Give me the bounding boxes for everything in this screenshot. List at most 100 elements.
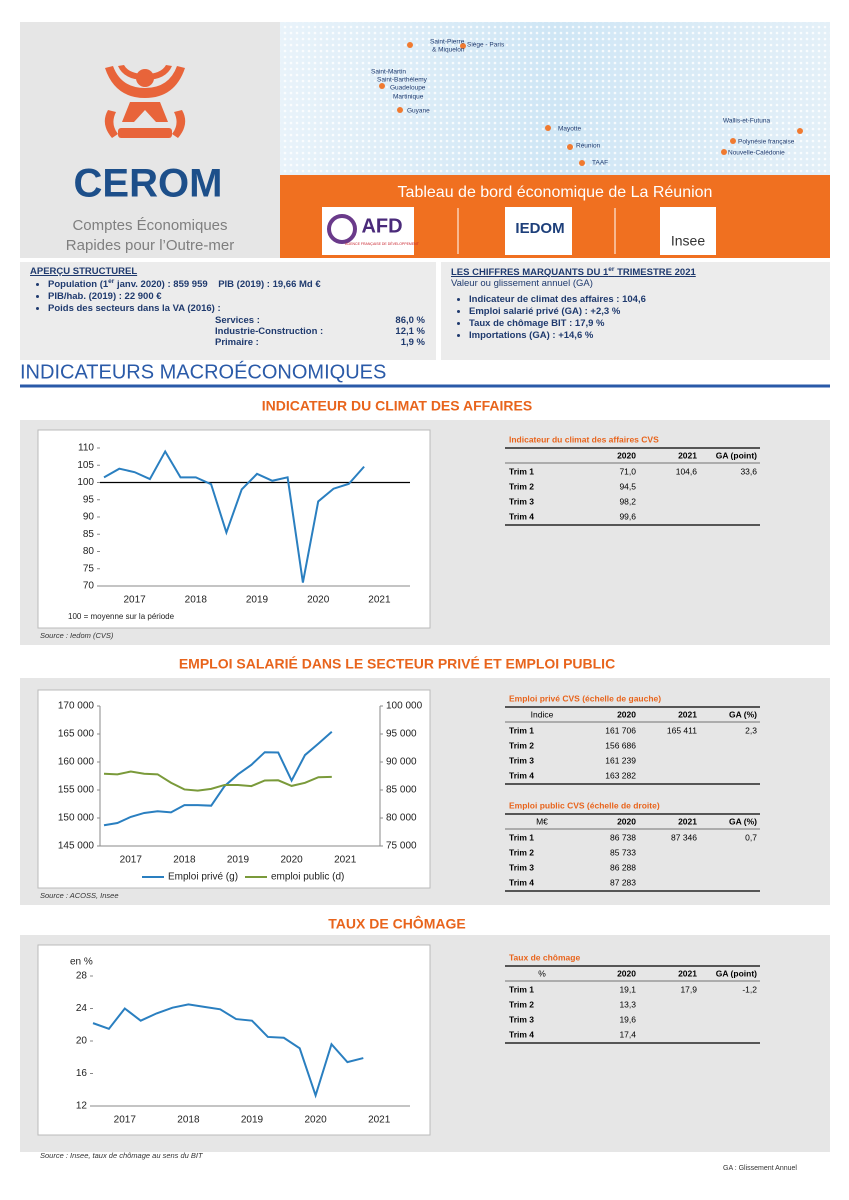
y-tick-label: 85: [83, 529, 95, 540]
logo-box: [660, 207, 716, 255]
logo-insee: Insee: [671, 233, 705, 249]
table-corner: %: [538, 968, 546, 978]
text: janv. 2020) : 859 959: [114, 279, 208, 291]
chart-title: EMPLOI SALARIÉ DANS LE SECTEUR PRIVÉ ET …: [179, 656, 615, 672]
source: Source : Insee, taux de chômage au sens …: [40, 1151, 204, 1160]
table-header: GA (%): [729, 816, 757, 826]
row-label: Trim 3: [509, 862, 534, 872]
table-cell: 2,3: [745, 725, 757, 735]
x-tick-label: 2019: [227, 855, 250, 866]
table-cell: 19,1: [619, 984, 636, 994]
table-cell: 161 706: [605, 725, 636, 735]
y-tick-label: 160 000: [58, 757, 95, 768]
table-header: 2020: [617, 816, 636, 826]
y-tick-label: 145 000: [58, 841, 95, 852]
map-label: Wallis-et-Futuna: [723, 118, 770, 125]
x-tick-label: 2020: [304, 1115, 327, 1126]
logo-box: [505, 207, 572, 255]
y-tick-label: 150 000: [58, 813, 95, 824]
chart-title: INDICATEUR DU CLIMAT DES AFFAIRES: [262, 398, 532, 414]
map-label: Guadeloupe: [390, 85, 426, 92]
sector-cell: Services :: [215, 315, 260, 327]
table-cell: 17,9: [680, 984, 697, 994]
y-tick-label: 105: [77, 460, 94, 471]
x-tick-label: 2021: [368, 595, 391, 606]
table-cell: 19,6: [619, 1014, 636, 1024]
table-header: 2021: [678, 816, 697, 826]
x-tick-label: 2017: [114, 1115, 137, 1126]
table-header: 2021: [678, 709, 697, 719]
map-label: Saint-Martin: [371, 69, 406, 76]
x-tick-label: 2017: [123, 595, 146, 606]
y-tick-label: 95: [83, 494, 95, 505]
sector-cell: 1,9 %: [400, 337, 425, 349]
y-tick-label: 90: [83, 512, 95, 523]
overview-item: PIB/hab. (2019) : 22 900 €: [48, 291, 426, 302]
x-tick-label: 2020: [280, 855, 303, 866]
map-label: Martinique: [393, 94, 424, 101]
logo-panel: [20, 22, 280, 258]
key-list: Indicateur de climat des affaires : 104,…: [451, 294, 820, 341]
sector-cell: Industrie-Construction :: [215, 326, 324, 338]
logo-sub: AGENCE FRANÇAISE DE DÉVELOPPEMENT: [345, 241, 420, 246]
map-label: Polynésie française: [738, 139, 795, 146]
table-cell: 71,0: [619, 466, 636, 476]
map-dot: [545, 125, 551, 131]
legend-label: emploi public (d): [271, 872, 344, 883]
chart-box: [37, 429, 431, 629]
y-tick-label: 165 000: [58, 729, 95, 740]
y-tick-label: 75: [83, 563, 95, 574]
afd-ring: [327, 214, 357, 244]
logo-afd: AFD: [361, 215, 402, 237]
map-dot: [797, 128, 803, 134]
y-tick-label: 20: [76, 1036, 88, 1047]
table-header: 2020: [617, 968, 636, 978]
y-tick-label: 24: [76, 1003, 88, 1014]
row-label: Trim 1: [509, 466, 534, 476]
table-cell: 85 733: [610, 847, 636, 857]
y-tick-label: 12: [76, 1101, 88, 1112]
y-tick-label: 100: [77, 477, 94, 488]
map-label: Siège - Paris: [467, 42, 505, 49]
row-label: Trim 1: [509, 725, 534, 735]
map-dot: [379, 83, 385, 89]
x-tick-label: 2020: [307, 595, 330, 606]
map-label: Saint-Barthélemy: [377, 77, 428, 84]
key-item: Taux de chômage BIT : 17,9 %: [469, 318, 820, 329]
map-dot: [567, 144, 573, 150]
table-header: GA (point): [716, 450, 757, 460]
row-label: Trim 4: [509, 511, 534, 521]
y-tick-label: 80: [83, 546, 95, 557]
row-label: Trim 3: [509, 1014, 534, 1024]
table-cell: 13,3: [619, 999, 636, 1009]
map-label: Guyane: [407, 108, 430, 115]
map-dot: [397, 107, 403, 113]
row-label: Trim 2: [509, 999, 534, 1009]
table-header: 2021: [678, 450, 697, 460]
key-figures-box: LES CHIFFRES MARQUANTS DU 1er TRIMESTRE …: [441, 262, 830, 360]
footer-note: GA : Glissement Annuel: [723, 1165, 797, 1172]
tagline: Rapides pour l’Outre-mer: [66, 237, 234, 254]
tagline: Comptes Économiques: [72, 217, 227, 234]
text: er: [108, 278, 115, 285]
table-cell: 33,6: [740, 466, 757, 476]
map-label: Mayotte: [558, 126, 582, 133]
table-title: Indicateur du climat des affaires CVS: [509, 434, 659, 444]
sectors: Services : 86,0 % Industrie-Construction :…: [215, 315, 426, 348]
y2-tick-label: 90 000: [386, 757, 417, 768]
table-cell: 163 282: [605, 770, 636, 780]
text: er: [608, 266, 615, 273]
map-dot: [579, 160, 585, 166]
table-title: Emploi privé CVS (échelle de gauche): [509, 693, 661, 703]
row-label: Trim 3: [509, 755, 534, 765]
chart-box: [37, 689, 431, 889]
row-label: Trim 1: [509, 984, 534, 994]
y2-tick-label: 75 000: [386, 841, 417, 852]
x-tick-label: 2018: [177, 1115, 200, 1126]
table-header: GA (point): [716, 968, 757, 978]
overview-list: Population (1er janv. 2020) : 859 959 PI…: [30, 278, 426, 314]
y-tick-label: 28: [76, 971, 88, 982]
table-header: 2020: [617, 450, 636, 460]
